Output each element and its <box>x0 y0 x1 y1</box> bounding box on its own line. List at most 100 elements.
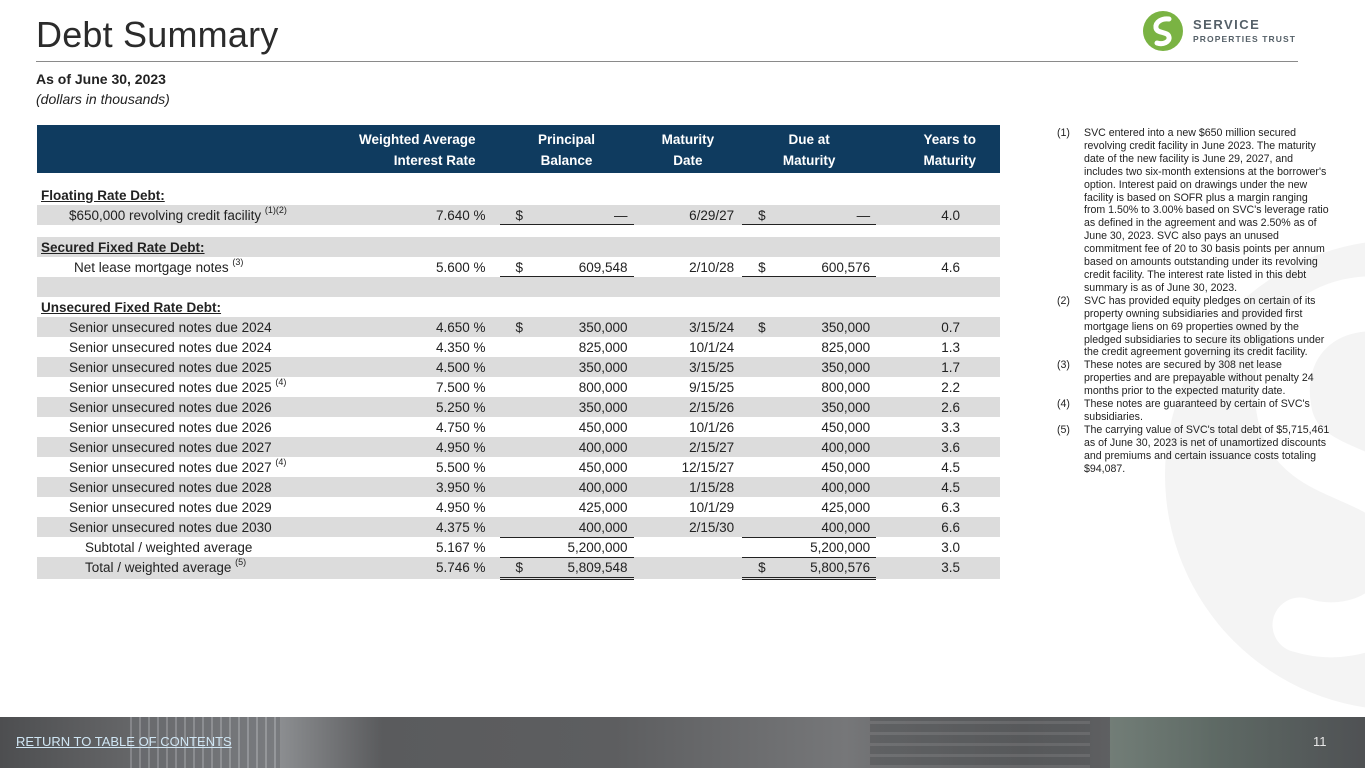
row-name: Senior unsecured notes due 2025 <box>69 379 272 395</box>
unsecured-notes-group: Senior unsecured notes due 2024 4.650 % $… <box>37 317 1000 537</box>
row-currency <box>499 477 529 497</box>
row-name: Senior unsecured notes due 2026 <box>69 419 272 435</box>
subtotal-principal: 5,200,000 <box>529 537 634 557</box>
logo-wordmark-properties-trust: PROPERTIES TRUST <box>1193 34 1297 44</box>
footnote-number: (1) <box>1057 127 1070 139</box>
row-date: 10/1/26 <box>689 419 735 435</box>
table-header-row: Weighted Average Principal Maturity Due … <box>37 125 1000 150</box>
table-row: Senior unsecured notes due 2026 5.250 % 3… <box>37 397 1000 417</box>
row-rate: 5.250 % <box>342 397 500 417</box>
row-due: 450,000 <box>821 459 871 475</box>
row-due: 350,000 <box>771 397 877 417</box>
footnotes: (1) SVC entered into a new $650 million s… <box>1057 127 1330 475</box>
units-note: (dollars in thousands) <box>36 91 170 107</box>
section-row: Secured Fixed Rate Debt: <box>37 237 1000 257</box>
header-years: Years to <box>876 125 1000 150</box>
row-date: 3/15/24 <box>633 317 743 337</box>
row-due: 600,576 <box>772 257 877 277</box>
row-currency <box>499 357 529 377</box>
logo-watermark-icon <box>1165 242 1365 708</box>
row-currency: $ <box>742 205 772 225</box>
row-years: 2.2 <box>941 379 960 395</box>
row-rate: 5.500 % <box>435 459 486 475</box>
table-row: Senior unsecured notes due 2027 (4) 5.500… <box>37 457 1000 477</box>
row-name: $650,000 revolving credit facility <box>69 207 262 223</box>
row-principal: 350,000 <box>528 317 634 337</box>
row-currency <box>500 337 529 357</box>
row-currency <box>500 417 529 437</box>
row-date: 3/15/25 <box>633 357 743 377</box>
section-row: Floating Rate Debt: <box>37 185 1000 205</box>
footnote-text: SVC has provided equity pledges on certa… <box>1084 294 1325 359</box>
row-rate: 4.350 % <box>435 339 486 355</box>
row-currency <box>500 377 529 397</box>
row-years: 4.6 <box>941 259 960 275</box>
row-principal: 400,000 <box>528 517 634 537</box>
row-name: Senior unsecured notes due 2024 <box>69 339 272 355</box>
row-name: Senior unsecured notes due 2027 <box>69 459 272 475</box>
row-years: 4.0 <box>876 205 1000 225</box>
row-due: 400,000 <box>771 517 877 537</box>
footnote-ref: (5) <box>235 557 247 568</box>
footnote-text: These notes are guaranteed by certain of… <box>1084 398 1310 423</box>
row-rate: 4.375 % <box>342 517 500 537</box>
row-currency <box>499 437 529 457</box>
footnote-number: (3) <box>1057 359 1070 372</box>
row-currency: $ <box>499 205 529 225</box>
footnote-item: (3) These notes are secured by 308 net le… <box>1057 359 1330 398</box>
row-rate: 4.750 % <box>435 419 486 435</box>
table-row: Senior unsecured notes due 2025 4.500 % 3… <box>37 357 1000 377</box>
row-principal: 450,000 <box>578 419 628 435</box>
row-currency <box>499 517 529 537</box>
row-rate: 4.950 % <box>435 499 486 515</box>
row-name: Senior unsecured notes due 2025 <box>69 359 272 375</box>
footnote-ref: (3) <box>232 256 244 267</box>
table-row: Senior unsecured notes due 2028 3.950 % 4… <box>37 477 1000 497</box>
header-due-2: Maturity <box>742 150 877 173</box>
row-currency <box>742 397 772 417</box>
table-header-row: Interest Rate Balance Date Maturity Matu… <box>37 150 1000 173</box>
return-to-toc-link[interactable]: RETURN TO TABLE OF CONTENTS <box>16 734 232 749</box>
debt-summary-table: Weighted Average Principal Maturity Due … <box>37 125 1000 580</box>
table-row: Net lease mortgage notes (3) 5.600 % $ 6… <box>37 257 1000 277</box>
footnote-text: SVC entered into a new $650 million secu… <box>1084 127 1329 294</box>
total-rate: 5.746 % <box>342 557 500 579</box>
row-principal: 400,000 <box>528 437 634 457</box>
footnote-ref: (4) <box>275 376 287 387</box>
section-secured: Secured Fixed Rate Debt: <box>37 237 1000 257</box>
table-row: Senior unsecured notes due 2024 4.650 % $… <box>37 317 1000 337</box>
row-rate: 7.640 % <box>342 205 500 225</box>
row-date: 2/15/26 <box>633 397 743 417</box>
as-of-date: As of June 30, 2023 <box>36 71 166 87</box>
row-principal: 800,000 <box>578 379 628 395</box>
title-divider <box>36 61 1298 62</box>
row-years: 4.5 <box>876 477 1000 497</box>
row-due: 825,000 <box>821 339 871 355</box>
footer-banner <box>0 717 1365 768</box>
footnote-number: (2) <box>1057 294 1070 307</box>
header-principal-2: Balance <box>499 150 634 173</box>
footnote-number: (4) <box>1057 398 1070 411</box>
row-years: 4.5 <box>941 459 960 475</box>
company-logo: SERVICE PROPERTIES TRUST <box>1142 10 1302 52</box>
row-years: 1.3 <box>941 339 960 355</box>
total-principal: 5,809,548 <box>528 557 634 580</box>
table-row: Senior unsecured notes due 2026 4.750 % 4… <box>37 417 1000 437</box>
header-principal: Principal <box>499 125 634 150</box>
row-due: 450,000 <box>821 419 871 435</box>
subtotal-years: 3.0 <box>941 539 960 555</box>
row-rate: 3.950 % <box>342 477 500 497</box>
row-currency <box>742 357 772 377</box>
page-number: 11 <box>1313 734 1327 749</box>
table-row: Senior unsecured notes due 2024 4.350 % 8… <box>37 337 1000 357</box>
row-rate: 4.950 % <box>342 437 500 457</box>
row-currency <box>742 477 772 497</box>
row-years: 3.3 <box>941 419 960 435</box>
section-unsecured: Unsecured Fixed Rate Debt: <box>41 299 222 315</box>
row-currency: $ <box>742 257 771 277</box>
total-due: 5,800,576 <box>771 557 877 580</box>
logo-mark-icon <box>1143 11 1183 51</box>
row-principal: 400,000 <box>528 477 634 497</box>
row-years: 2.6 <box>876 397 1000 417</box>
row-years: 1.7 <box>876 357 1000 377</box>
